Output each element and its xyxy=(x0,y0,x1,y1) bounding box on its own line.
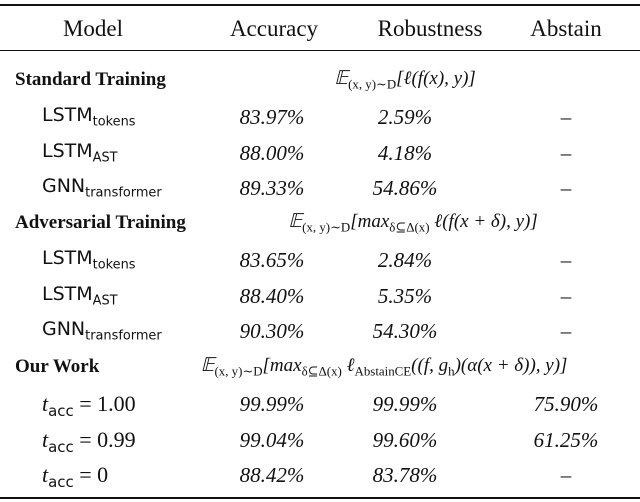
model-sub: acc xyxy=(48,402,74,421)
model-name: tacc = 1.00 xyxy=(42,393,136,419)
model-sub: tokens xyxy=(92,114,136,130)
cell: – xyxy=(560,176,572,200)
cell: 2.84% xyxy=(377,248,433,272)
cell: 83.78% xyxy=(372,463,438,487)
section-title: Our Work xyxy=(15,356,100,377)
formula-part: AbstainCE xyxy=(354,363,412,379)
cell: – xyxy=(560,105,572,129)
cell: – xyxy=(560,283,572,308)
formula-part: 𝔼 xyxy=(334,68,349,89)
cell: – xyxy=(560,248,572,272)
column-header: Model xyxy=(62,16,124,41)
formula: 𝔼(x, y)∼D[maxδ⊆Δ(x) ℓAbstainCE((f, gh)(α… xyxy=(201,356,568,378)
formula-part: 𝔼 xyxy=(288,211,303,232)
cell: 75.90% xyxy=(533,392,599,416)
model-base: LSTM xyxy=(42,104,93,126)
cell: 99.60% xyxy=(372,427,438,452)
model-name: LSTMtokens xyxy=(42,106,135,129)
formula-part: (x, y)∼D xyxy=(302,219,351,235)
model-sub: AST xyxy=(92,150,118,166)
cell: 61.25% xyxy=(533,427,599,452)
formula-part: [ℓ(f(x), y)] xyxy=(396,68,476,89)
model-name: GNNtransformer xyxy=(42,177,162,200)
cell: 90.30% xyxy=(239,319,305,343)
top-rule xyxy=(0,4,640,6)
formula-part: (x, y)∼D xyxy=(214,363,263,379)
model-rest: = 0.99 xyxy=(73,426,136,452)
cell: 88.40% xyxy=(239,283,305,308)
cell: 99.04% xyxy=(239,427,305,452)
cell: 4.18% xyxy=(377,140,433,165)
formula-part: [max xyxy=(262,355,302,376)
header-rule xyxy=(0,50,640,51)
model-sub: transformer xyxy=(85,185,162,201)
model-name: LSTMAST xyxy=(42,139,118,166)
formula-part: [max xyxy=(350,211,390,232)
cell: 83.65% xyxy=(239,248,305,272)
column-header: Robustness xyxy=(377,16,483,41)
model-base: t xyxy=(42,462,49,487)
model-sub: tokens xyxy=(92,257,136,273)
formula-part: δ⊆Δ(x) xyxy=(301,363,342,379)
cell: 99.99% xyxy=(239,392,305,416)
cell: 54.30% xyxy=(372,319,438,343)
formula-part: (x, y)∼D xyxy=(348,76,397,92)
cell: 88.42% xyxy=(239,463,305,487)
model-name: LSTMAST xyxy=(42,282,118,309)
cell: – xyxy=(560,140,572,165)
model-base: LSTM xyxy=(42,247,93,269)
model-base: LSTM xyxy=(42,282,93,305)
formula: 𝔼(x, y)∼D[maxδ⊆Δ(x) ℓ(f(x + δ), y)] xyxy=(288,212,537,234)
formula: 𝔼(x, y)∼D[ℓ(f(x), y)] xyxy=(334,69,476,91)
cell: 89.33% xyxy=(239,176,305,200)
cell: 5.35% xyxy=(377,283,433,308)
formula-part: ℓ xyxy=(341,355,355,376)
model-name: GNNtransformer xyxy=(42,320,162,343)
model-rest: = 0 xyxy=(73,462,109,487)
cell: 99.99% xyxy=(372,392,438,416)
model-sub: AST xyxy=(92,293,118,309)
cell: – xyxy=(560,319,572,343)
model-sub: transformer xyxy=(85,328,162,344)
model-name: tacc = 0.99 xyxy=(42,426,136,456)
model-base: GNN xyxy=(42,318,86,340)
formula-part: ((f, g xyxy=(411,355,449,376)
model-sub: acc xyxy=(48,473,74,492)
model-base: t xyxy=(42,426,49,452)
formula-part: )(α(x + δ)), y)] xyxy=(454,355,568,376)
cell: 88.00% xyxy=(239,140,305,165)
cell: 83.97% xyxy=(239,105,305,129)
model-base: GNN xyxy=(42,175,86,197)
formula-part: ℓ(f(x + δ), y)] xyxy=(429,211,538,232)
section-title: Adversarial Training xyxy=(15,212,186,233)
model-name: LSTMtokens xyxy=(42,249,135,272)
formula-part: 𝔼 xyxy=(200,355,215,376)
section-title: Standard Training xyxy=(15,69,166,90)
bottom-rule xyxy=(0,497,640,499)
model-sub: acc xyxy=(48,437,74,456)
formula-part: δ⊆Δ(x) xyxy=(389,219,430,235)
cell: 54.86% xyxy=(372,176,438,200)
model-base: LSTM xyxy=(42,139,93,162)
model-name: tacc = 0 xyxy=(42,464,108,490)
model-base: t xyxy=(42,391,49,416)
model-rest: = 1.00 xyxy=(73,391,136,416)
cell: 2.59% xyxy=(377,105,433,129)
column-header: Abstain xyxy=(530,16,602,41)
cell: – xyxy=(560,463,572,487)
column-header: Accuracy xyxy=(229,16,319,41)
formula-part: h xyxy=(448,363,455,379)
